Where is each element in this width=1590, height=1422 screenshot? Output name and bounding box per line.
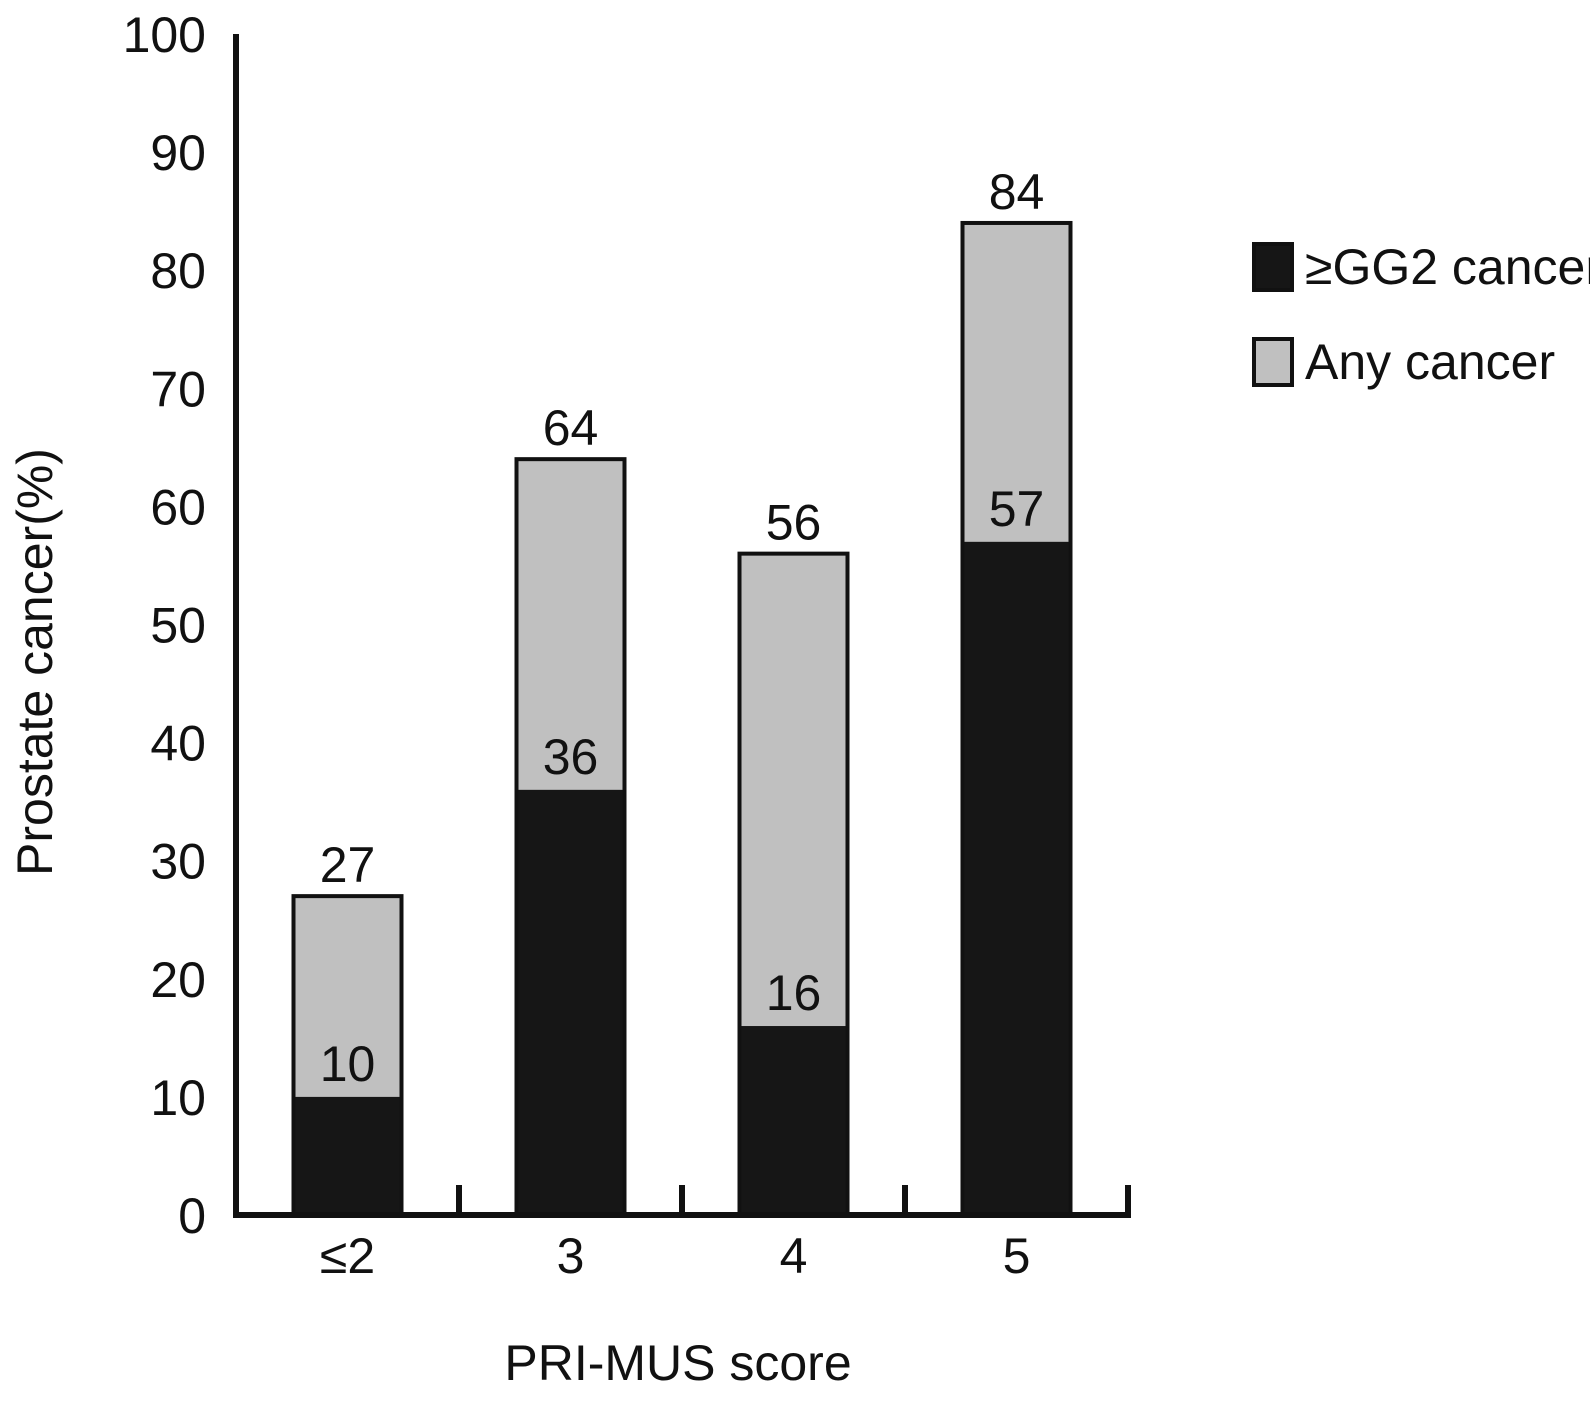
bar-gg2-cancer xyxy=(295,1096,400,1215)
data-label-any-cancer: 84 xyxy=(989,164,1045,220)
y-axis-ticks: 0 10 20 30 40 50 60 70 80 90 100 xyxy=(123,7,206,1244)
bar-gg2-cancer xyxy=(518,789,623,1215)
bars-group xyxy=(291,220,1073,1218)
data-label-gg2-cancer: 57 xyxy=(989,481,1045,537)
data-label-any-cancer: 56 xyxy=(766,495,822,551)
y-tick-label: 80 xyxy=(150,243,206,299)
x-axis-title: PRI-MUS score xyxy=(504,1335,851,1391)
legend-swatch xyxy=(1252,242,1294,292)
y-tick-label: 0 xyxy=(178,1188,206,1244)
y-tick-label: 20 xyxy=(150,952,206,1008)
y-tick-label: 40 xyxy=(150,716,206,772)
bar-gg2-cancer xyxy=(741,1026,846,1215)
y-tick-label: 50 xyxy=(150,598,206,654)
y-tick-label: 60 xyxy=(150,479,206,535)
y-tick-label: 10 xyxy=(150,1070,206,1126)
y-tick-label: 30 xyxy=(150,834,206,890)
legend: ≥GG2 cancer Any cancer xyxy=(1252,239,1590,390)
y-tick-label: 70 xyxy=(150,361,206,417)
data-label-any-cancer: 64 xyxy=(543,400,599,456)
x-axis-ticks: ≤2 3 4 5 xyxy=(320,1228,1031,1284)
legend-label: ≥GG2 cancer xyxy=(1305,239,1590,295)
data-label-any-cancer: 27 xyxy=(320,837,376,893)
y-axis-title: Prostate cancer(%) xyxy=(7,448,63,876)
data-label-gg2-cancer: 16 xyxy=(766,965,822,1021)
y-tick-label: 100 xyxy=(123,7,206,63)
legend-label: Any cancer xyxy=(1305,334,1555,390)
x-tick-label: ≤2 xyxy=(320,1228,375,1284)
data-label-gg2-cancer: 36 xyxy=(543,729,599,785)
data-labels-group: 27 10 64 36 56 16 84 57 xyxy=(320,164,1045,1092)
data-label-gg2-cancer: 10 xyxy=(320,1036,376,1092)
legend-swatch xyxy=(1252,337,1294,387)
bar-gg2-cancer xyxy=(964,541,1069,1215)
y-tick-label: 90 xyxy=(150,125,206,181)
x-tick-label: 5 xyxy=(1003,1228,1031,1284)
axes-group xyxy=(233,34,1131,1218)
x-tick-label: 3 xyxy=(557,1228,585,1284)
x-tick-label: 4 xyxy=(780,1228,808,1284)
